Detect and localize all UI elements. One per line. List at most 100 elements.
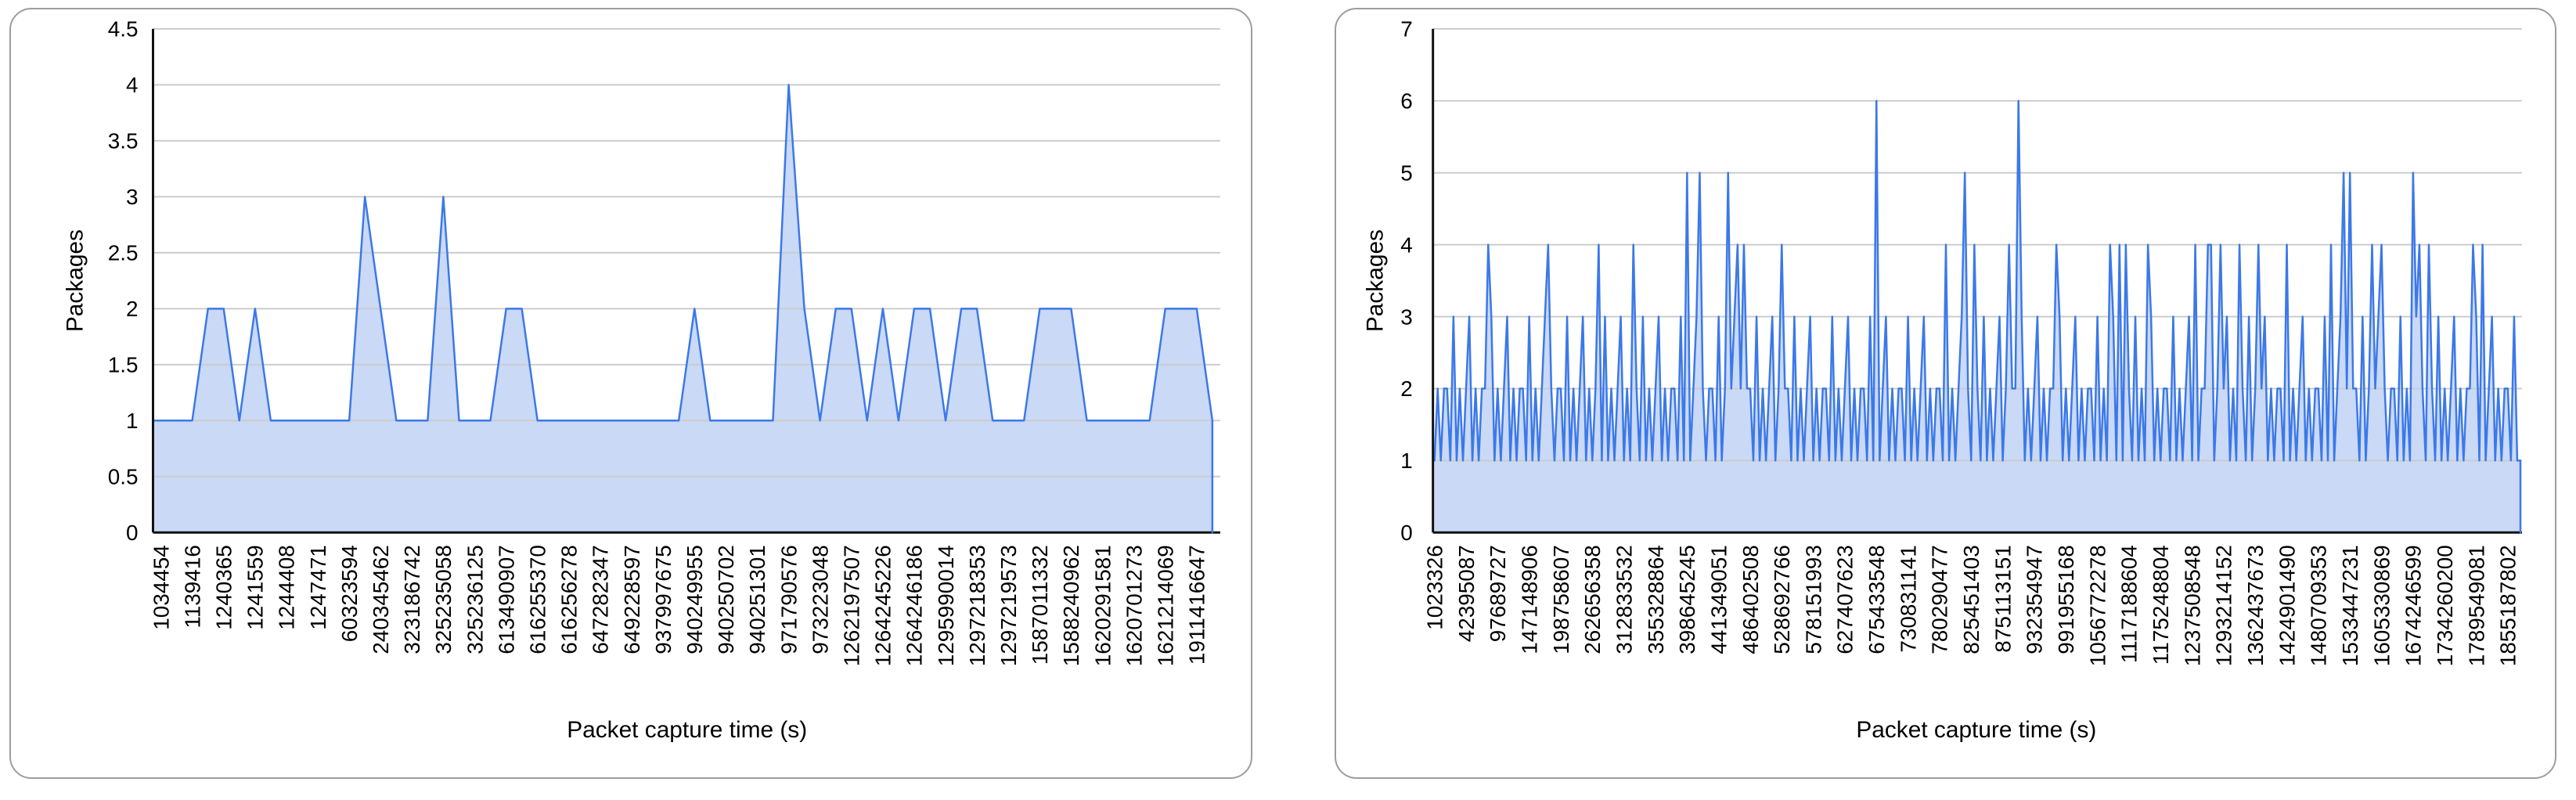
x-tick-label: 1605330869 — [2369, 545, 2394, 666]
x-tick-label: 932354947 — [2023, 545, 2047, 654]
x-tick-label: 1855187802 — [2496, 545, 2520, 666]
y-tick-label: 4 — [1400, 232, 1413, 257]
x-tick-label: 973223048 — [808, 545, 832, 654]
series-area-fill — [1432, 100, 2521, 533]
x-tick-label: 262656358 — [1580, 545, 1605, 654]
y-tick-label: 2 — [1400, 377, 1413, 401]
x-tick-label: 940251301 — [745, 545, 769, 654]
x-tick-label: 42395087 — [1454, 545, 1479, 642]
x-tick-label: 627407623 — [1833, 545, 1857, 654]
x-tick-label: 1911416647 — [1185, 545, 1209, 665]
x-tick-label: 1588240962 — [1059, 545, 1083, 666]
x-tick-label: 1362437673 — [2243, 545, 2268, 666]
y-tick-label: 0 — [1400, 521, 1413, 545]
x-tick-label: 323186742 — [400, 545, 424, 654]
x-tick-label: 441349051 — [1706, 545, 1731, 654]
x-tick-label: 1244408 — [275, 545, 299, 630]
right-chart-plot-area: 0 1 2 3 4 5 6 7 1023326 42395087 97689727 147148906… — [1400, 17, 2522, 666]
y-tick-label: 1 — [1400, 449, 1413, 473]
x-tick-label: 1424901490 — [2275, 545, 2299, 666]
x-tick-label: 1293214152 — [2212, 545, 2236, 666]
x-tick-label: 198758607 — [1549, 545, 1573, 654]
x-tick-label: 675433548 — [1864, 545, 1889, 654]
series-line — [1432, 99, 2522, 534]
x-tick-label: 1056772278 — [2085, 545, 2109, 666]
x-tick-label: 649228597 — [620, 545, 644, 654]
x-tick-label: 647282347 — [589, 545, 613, 654]
x-tick-label: 825451403 — [1959, 545, 1983, 654]
x-tick-label: 1734260200 — [2433, 545, 2457, 666]
x-tick-label: 355328864 — [1644, 545, 1668, 654]
x-tick-label: 940250702 — [714, 545, 738, 654]
y-tick-label: 4.5 — [108, 17, 139, 41]
x-tick-label: 730831141 — [1896, 545, 1920, 652]
x-tick-label: 325236125 — [463, 545, 487, 654]
y-tick-label: 2.5 — [108, 241, 139, 265]
y-tick-label: 3.5 — [108, 129, 139, 153]
x-tick-label: 613490907 — [494, 545, 518, 654]
x-tick-label: 1674246599 — [2401, 545, 2426, 666]
x-tick-label: 1533447231 — [2338, 545, 2362, 666]
x-tick-label: 1237508548 — [2180, 545, 2204, 666]
x-tick-label: 616255370 — [525, 545, 549, 654]
left-chart-plot-area: 0 0.5 1 1.5 2 2.5 3 3.5 4 4.5 1034454 1139416 124036… — [108, 17, 1220, 666]
x-tick-label: 578151993 — [1801, 545, 1825, 654]
y-tick-label: 3 — [126, 185, 139, 209]
x-tick-label: 937997675 — [651, 545, 676, 654]
x-tick-label: 60323594 — [337, 545, 362, 642]
x-tick-label: 1789549081 — [2464, 545, 2488, 666]
x-tick-label: 1264246186 — [903, 545, 927, 666]
x-tick-label: 875113151 — [1991, 545, 2015, 652]
x-axis-title: Packet capture time (s) — [1856, 717, 2096, 743]
x-tick-label: 1620701273 — [1122, 545, 1146, 666]
x-tick-label: 1297219573 — [996, 545, 1021, 666]
right-chart-card: 0 1 2 3 4 5 6 7 1023326 42395087 97689727 147148906… — [1335, 8, 2556, 779]
x-tick-label: 1247471 — [306, 545, 330, 630]
x-tick-label: 1262197507 — [840, 545, 864, 666]
left-chart: 0 0.5 1 1.5 2 2.5 3 3.5 4 4.5 1034454 1139416 124036… — [62, 17, 1220, 743]
x-tick-label: 616256278 — [557, 545, 582, 654]
x-tick-label: 398645245 — [1675, 545, 1699, 654]
x-tick-label: 940249955 — [683, 545, 707, 654]
x-tick-label: 1241559 — [243, 545, 268, 630]
x-tick-label: 1117188604 — [2117, 545, 2142, 663]
y-tick-label: 7 — [1400, 17, 1413, 41]
y-axis-title: Packages — [62, 229, 88, 332]
left-chart-card: 0 0.5 1 1.5 2 2.5 3 3.5 4 4.5 1034454 1139416 124036… — [9, 8, 1252, 779]
y-tick-label: 5 — [1400, 160, 1413, 185]
x-tick-label: 325235058 — [431, 545, 456, 654]
x-tick-label: 1621214069 — [1153, 545, 1177, 666]
y-tick-label: 4 — [126, 73, 139, 97]
x-tick-label: 1295990014 — [934, 545, 958, 666]
x-tick-label: 312833532 — [1612, 545, 1636, 654]
x-tick-label: 1175248804 — [2149, 545, 2173, 665]
x-tick-label: 528692766 — [1770, 545, 1794, 654]
x-tick-label: 97689727 — [1486, 545, 1510, 642]
x-tick-label: 971790576 — [776, 545, 801, 654]
right-chart: 0 1 2 3 4 5 6 7 1023326 42395087 97689727 147148906… — [1362, 17, 2522, 743]
x-tick-label: 240345462 — [369, 545, 393, 654]
x-tick-label: 147148906 — [1517, 545, 1541, 654]
x-axis-title: Packet capture time (s) — [567, 717, 807, 743]
y-tick-label: 0.5 — [108, 465, 139, 489]
x-tick-label: 1620291581 — [1090, 545, 1115, 666]
y-tick-label: 6 — [1400, 89, 1413, 114]
y-tick-label: 3 — [1400, 305, 1413, 329]
x-tick-label: 1034454 — [149, 545, 173, 630]
x-tick-label: 486402508 — [1738, 545, 1763, 654]
y-tick-label: 0 — [126, 521, 139, 545]
y-tick-label: 1.5 — [108, 353, 139, 377]
x-tick-label: 1023326 — [1422, 545, 1447, 630]
y-tick-label: 2 — [126, 297, 139, 321]
y-tick-label: 1 — [126, 409, 139, 433]
series-line — [152, 84, 1214, 534]
x-tick-label: 1240365 — [211, 545, 236, 630]
x-tick-label: 1139416 — [180, 545, 204, 628]
x-tick-label: 1297218353 — [965, 545, 989, 666]
x-tick-label: 1587011332 — [1028, 545, 1052, 665]
x-tick-label: 780290477 — [1928, 545, 1952, 654]
x-tick-label: 991955168 — [2054, 545, 2078, 654]
y-axis-title: Packages — [1362, 229, 1388, 332]
x-tick-label: 1480709353 — [2307, 545, 2331, 666]
